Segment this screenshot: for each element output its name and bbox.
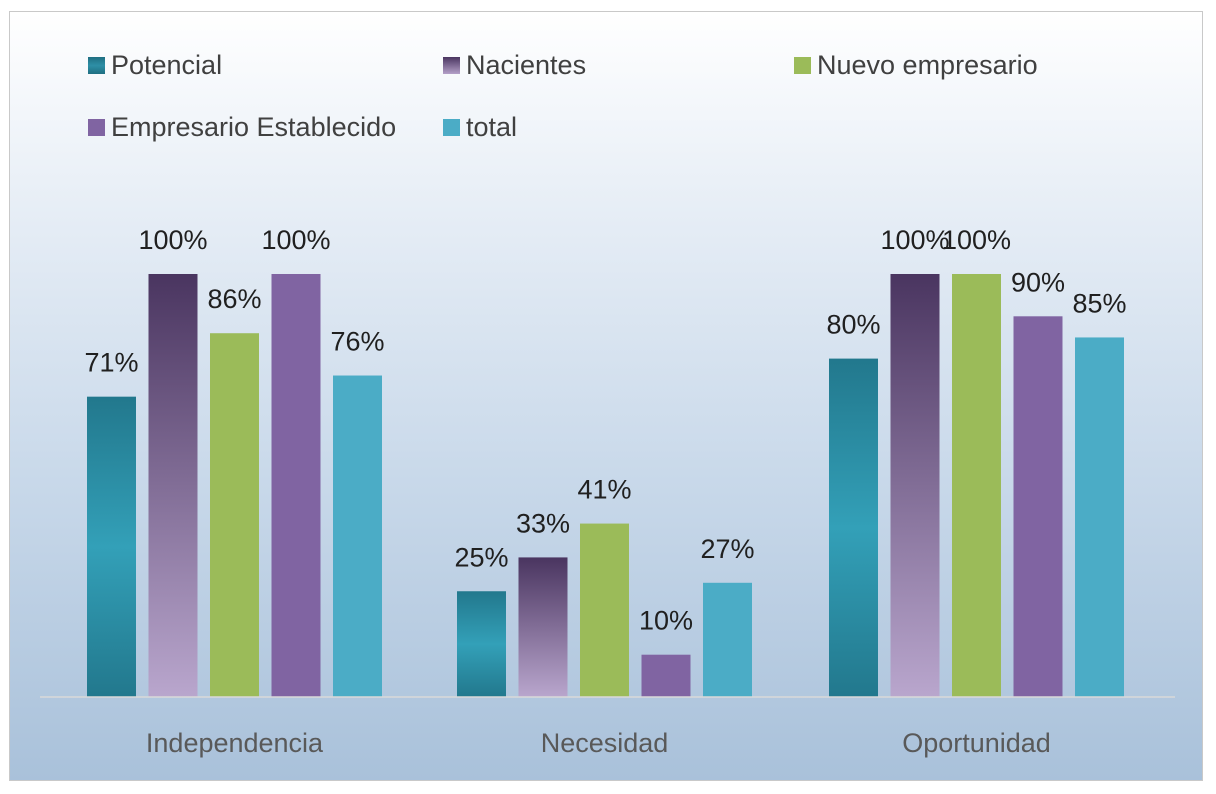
- category-tick-label: Necesidad: [541, 728, 669, 758]
- legend: Potencial Nacientes Nuevo empresario Emp…: [10, 12, 1202, 182]
- data-label: 33%: [516, 508, 570, 538]
- bar-total-independencia: [333, 375, 382, 697]
- data-label: 41%: [577, 475, 631, 505]
- category-tick-label: Independencia: [146, 728, 324, 758]
- data-label: 100%: [138, 225, 207, 255]
- legend-label: Potencial: [111, 50, 223, 80]
- bar-nacientes-necesidad: [518, 557, 568, 697]
- data-label: 10%: [639, 606, 693, 636]
- bar-nuevo-empresario-necesidad: [580, 523, 629, 697]
- data-label: 80%: [826, 310, 880, 340]
- bar-empresario-establecido-necesidad: [641, 654, 691, 697]
- legend-label: total: [466, 112, 518, 142]
- legend-label: Nuevo empresario: [817, 50, 1038, 80]
- legend-item-potencial: Potencial: [88, 50, 222, 81]
- legend-item-empresario-establecido: Empresario Establecido: [88, 112, 396, 143]
- bar-potencial-independencia: [87, 396, 136, 697]
- bar-potencial-oportunidad: [829, 358, 878, 697]
- legend-label: Empresario Establecido: [111, 112, 397, 142]
- bar-nuevo-empresario-independencia: [210, 333, 259, 697]
- legend-swatch-icon: [88, 57, 105, 74]
- legend-label: Nacientes: [466, 50, 587, 80]
- data-label: 76%: [330, 327, 384, 357]
- data-label: 100%: [942, 225, 1011, 255]
- data-label: 25%: [454, 542, 508, 572]
- bar-potencial-necesidad: [457, 591, 506, 697]
- data-label: 100%: [880, 225, 949, 255]
- legend-swatch-icon: [88, 119, 105, 136]
- bar-empresario-establecido-oportunidad: [1013, 316, 1063, 697]
- bar-chart: 71%100%86%100%76%Independencia25%33%41%1…: [40, 225, 1175, 758]
- legend-swatch-icon: [443, 57, 460, 74]
- bar-empresario-establecido-independencia: [271, 274, 321, 697]
- bar-nacientes-independencia: [148, 274, 198, 697]
- legend-swatch-icon: [794, 57, 811, 74]
- data-label: 85%: [1072, 288, 1126, 318]
- legend-item-nuevo-empresario: Nuevo empresario: [794, 50, 1038, 81]
- data-label: 27%: [700, 534, 754, 564]
- data-label: 100%: [261, 225, 330, 255]
- category-tick-label: Oportunidad: [902, 728, 1051, 758]
- bar-nacientes-oportunidad: [890, 274, 940, 697]
- legend-item-total: total: [443, 112, 517, 143]
- bar-nuevo-empresario-oportunidad: [952, 274, 1001, 697]
- bar-total-necesidad: [703, 582, 752, 697]
- legend-item-nacientes: Nacientes: [443, 50, 586, 81]
- data-label: 90%: [1011, 267, 1065, 297]
- data-label: 71%: [84, 348, 138, 378]
- chart-frame: Potencial Nacientes Nuevo empresario Emp…: [9, 11, 1203, 781]
- legend-swatch-icon: [443, 119, 460, 136]
- data-label: 86%: [207, 284, 261, 314]
- bar-total-oportunidad: [1075, 337, 1124, 697]
